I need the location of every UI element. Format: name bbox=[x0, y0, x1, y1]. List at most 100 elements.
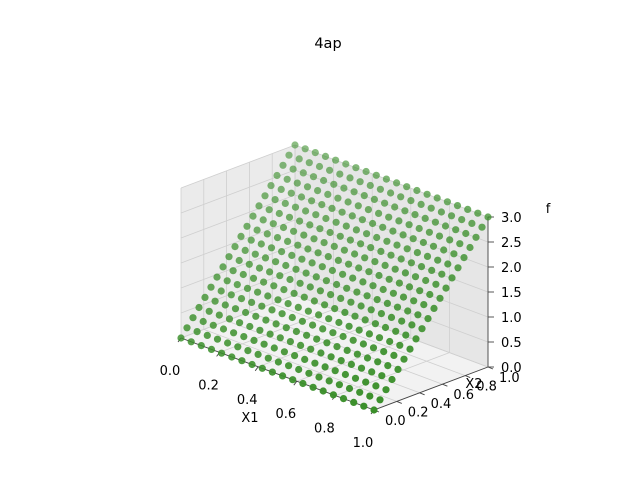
data-point bbox=[379, 285, 387, 294]
data-point bbox=[329, 329, 337, 337]
data-point bbox=[400, 355, 408, 363]
data-point bbox=[209, 321, 217, 329]
data-point bbox=[274, 296, 282, 304]
data-point bbox=[346, 174, 354, 182]
data-point bbox=[221, 301, 229, 309]
data-point bbox=[349, 274, 357, 282]
y-tick-label: 0.8 bbox=[476, 380, 497, 395]
data-point bbox=[379, 223, 387, 231]
grid-line bbox=[180, 244, 296, 289]
data-point bbox=[423, 190, 431, 198]
data-point bbox=[435, 232, 444, 240]
data-point bbox=[431, 218, 439, 226]
data-point bbox=[325, 315, 333, 323]
data-point bbox=[248, 298, 256, 306]
data-point bbox=[360, 402, 368, 410]
data-point bbox=[279, 223, 288, 232]
data-point bbox=[279, 161, 287, 169]
y-tick-label: 0.0 bbox=[385, 414, 406, 429]
x-tick-label: 0.8 bbox=[314, 422, 335, 437]
data-point bbox=[273, 234, 282, 242]
data-point bbox=[278, 248, 286, 256]
data-point bbox=[324, 190, 332, 198]
data-point bbox=[377, 247, 385, 255]
data-point bbox=[281, 199, 289, 207]
data-point bbox=[413, 249, 421, 257]
data-point bbox=[298, 255, 306, 263]
data-point bbox=[316, 225, 324, 233]
data-point bbox=[352, 226, 360, 234]
data-point bbox=[474, 209, 482, 217]
data-point bbox=[462, 229, 470, 238]
data-point bbox=[264, 292, 272, 300]
data-point bbox=[219, 263, 227, 271]
data-point bbox=[345, 322, 353, 330]
data-point bbox=[326, 166, 334, 174]
y-tick-mark bbox=[396, 400, 402, 404]
data-point bbox=[353, 350, 361, 358]
data-point bbox=[229, 267, 237, 275]
data-point bbox=[405, 221, 413, 229]
data-point bbox=[405, 283, 414, 291]
data-point bbox=[460, 254, 468, 262]
data-point bbox=[239, 270, 247, 279]
z-tick-label: 2.5 bbox=[501, 236, 522, 251]
data-point bbox=[387, 313, 396, 321]
data-point bbox=[286, 338, 294, 346]
data-point bbox=[344, 198, 352, 206]
data-point bbox=[207, 283, 215, 291]
data-point bbox=[294, 303, 302, 311]
data-point bbox=[359, 340, 367, 348]
data-point bbox=[404, 307, 412, 315]
data-point bbox=[207, 345, 216, 353]
data-point bbox=[399, 293, 408, 301]
data-point bbox=[343, 284, 351, 292]
data-point bbox=[361, 316, 369, 324]
data-point bbox=[285, 151, 293, 159]
data-point bbox=[189, 314, 197, 322]
data-point bbox=[393, 179, 401, 187]
y-tick-label: 0.6 bbox=[453, 388, 474, 403]
data-point bbox=[402, 331, 410, 339]
data-point bbox=[343, 346, 351, 354]
data-point bbox=[421, 214, 429, 222]
data-point bbox=[347, 298, 355, 306]
data-point bbox=[233, 281, 241, 289]
data-point bbox=[319, 387, 327, 395]
x-axis-label: X1 bbox=[241, 411, 258, 426]
data-point bbox=[243, 284, 252, 292]
data-point bbox=[307, 345, 315, 353]
data-point bbox=[398, 317, 406, 325]
data-point bbox=[335, 318, 343, 327]
data-point bbox=[288, 313, 296, 322]
data-point bbox=[227, 291, 235, 299]
data-point bbox=[393, 241, 401, 249]
y-tick-mark bbox=[442, 383, 448, 387]
data-point bbox=[213, 273, 221, 281]
data-point bbox=[225, 315, 234, 323]
data-point bbox=[371, 320, 379, 328]
data-point bbox=[422, 276, 430, 285]
data-point bbox=[308, 259, 316, 267]
data-point bbox=[365, 268, 373, 276]
data-point bbox=[321, 152, 330, 160]
data-point bbox=[295, 155, 303, 163]
data-point bbox=[305, 159, 313, 167]
data-point bbox=[386, 337, 394, 346]
data-point bbox=[303, 331, 311, 339]
data-point bbox=[338, 208, 346, 216]
data-point bbox=[372, 171, 380, 179]
data-point bbox=[292, 327, 300, 336]
data-point bbox=[272, 320, 280, 328]
data-point bbox=[353, 288, 361, 296]
data-point bbox=[290, 227, 298, 235]
data-point bbox=[345, 384, 354, 393]
data-point bbox=[327, 291, 335, 299]
data-point bbox=[365, 330, 373, 338]
data-point bbox=[454, 264, 462, 272]
data-point bbox=[484, 213, 492, 221]
data-point bbox=[272, 258, 280, 266]
data-point bbox=[241, 246, 249, 254]
